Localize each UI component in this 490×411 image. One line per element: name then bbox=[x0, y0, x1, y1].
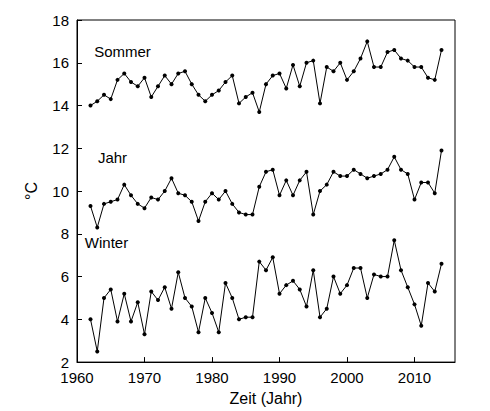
svg-text:1960: 1960 bbox=[60, 369, 93, 386]
svg-text:10: 10 bbox=[52, 183, 69, 200]
svg-text:1970: 1970 bbox=[128, 369, 161, 386]
svg-text:Winter: Winter bbox=[85, 234, 128, 251]
svg-text:2: 2 bbox=[61, 354, 69, 371]
svg-text:Sommer: Sommer bbox=[94, 43, 151, 60]
svg-text:18: 18 bbox=[52, 12, 69, 29]
svg-text:Zeit (Jahr): Zeit (Jahr) bbox=[230, 390, 303, 407]
svg-text:12: 12 bbox=[52, 140, 69, 157]
svg-text:8: 8 bbox=[61, 225, 69, 242]
svg-text:14: 14 bbox=[52, 97, 69, 114]
svg-text:Jahr: Jahr bbox=[98, 149, 127, 166]
svg-text:1980: 1980 bbox=[195, 369, 228, 386]
svg-text:4: 4 bbox=[61, 311, 69, 328]
svg-text:°C: °C bbox=[23, 182, 40, 200]
svg-text:2000: 2000 bbox=[330, 369, 363, 386]
svg-text:6: 6 bbox=[61, 268, 69, 285]
svg-text:2010: 2010 bbox=[398, 369, 431, 386]
svg-text:1990: 1990 bbox=[263, 369, 296, 386]
svg-text:16: 16 bbox=[52, 54, 69, 71]
